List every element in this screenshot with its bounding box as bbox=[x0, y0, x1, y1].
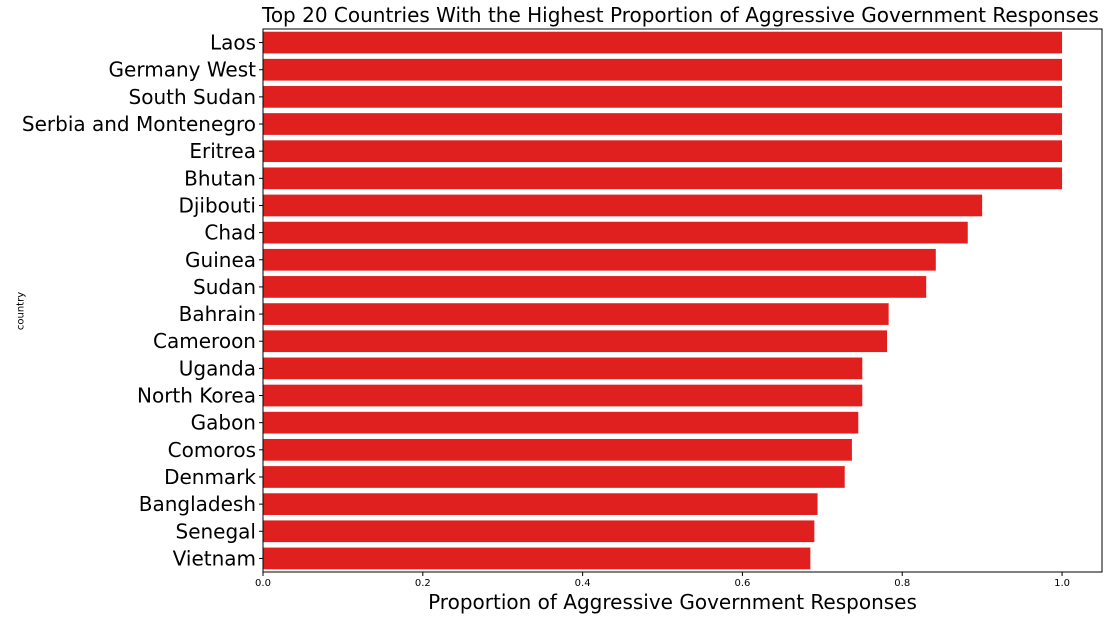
x-tick-label: 0.6 bbox=[734, 578, 750, 589]
y-tick-label: Bahrain bbox=[179, 302, 256, 326]
bar-djibouti bbox=[263, 194, 983, 217]
y-tick-label: Gabon bbox=[191, 411, 256, 435]
bar-sudan bbox=[263, 276, 927, 298]
y-tick-label: Chad bbox=[204, 221, 256, 245]
bar-bangladesh bbox=[263, 493, 818, 515]
bar-eritrea bbox=[263, 140, 1063, 163]
bar-vietnam bbox=[263, 547, 811, 570]
bar-bahrain bbox=[263, 303, 889, 325]
bar-comoros bbox=[263, 438, 852, 461]
y-tick-label: Sudan bbox=[193, 275, 256, 299]
chart-title: Top 20 Countries With the Highest Propor… bbox=[262, 3, 1099, 27]
y-tick-labels: Laos Germany West South Sudan Serbia and Mo… bbox=[22, 31, 263, 570]
y-tick-label: Bangladesh bbox=[139, 492, 256, 516]
y-tick-label: Germany West bbox=[109, 58, 257, 82]
bars-group bbox=[263, 31, 1063, 570]
y-tick-label: Vietnam bbox=[173, 546, 256, 570]
x-tick-label: 0.2 bbox=[415, 578, 431, 589]
x-axis-label: Proportion of Aggressive Government Resp… bbox=[428, 590, 917, 614]
bar-uganda bbox=[263, 357, 863, 380]
bar-chad bbox=[263, 221, 968, 244]
y-tick-label: Eritrea bbox=[189, 139, 256, 163]
bar-gabon bbox=[263, 411, 859, 434]
x-tick-label: 1.0 bbox=[1054, 578, 1070, 589]
bar-serbia-and-montenegro bbox=[263, 113, 1063, 135]
y-tick-label: Uganda bbox=[179, 356, 256, 380]
bar-bhutan bbox=[263, 167, 1063, 190]
bar-guinea bbox=[263, 248, 936, 271]
y-tick-label: North Korea bbox=[137, 384, 256, 408]
x-tick-label: 0.4 bbox=[575, 578, 591, 589]
y-tick-label: Laos bbox=[210, 31, 256, 55]
bar-germany-west bbox=[263, 58, 1063, 81]
y-tick-label: Comoros bbox=[168, 438, 256, 462]
plot-frame bbox=[262, 28, 1103, 573]
bar-north-korea bbox=[263, 384, 863, 407]
bar-denmark bbox=[263, 466, 845, 488]
x-ticks: 0.0 0.2 0.4 0.6 0.8 1.0 bbox=[255, 572, 1070, 589]
bar-south-sudan bbox=[263, 86, 1063, 108]
y-tick-label: Cameroon bbox=[153, 329, 256, 353]
bar-cameroon bbox=[263, 330, 888, 353]
bar-laos bbox=[263, 31, 1063, 54]
y-tick-label: Guinea bbox=[185, 248, 256, 272]
y-tick-label: South Sudan bbox=[129, 85, 256, 109]
y-tick-label: Djibouti bbox=[178, 193, 256, 217]
x-tick-label: 0.8 bbox=[894, 578, 910, 589]
y-tick-label: Senegal bbox=[176, 519, 257, 543]
x-tick-label: 0.0 bbox=[255, 578, 271, 589]
y-tick-label: Bhutan bbox=[184, 166, 256, 190]
y-axis-label: country bbox=[15, 291, 27, 331]
bar-senegal bbox=[263, 520, 815, 543]
y-tick-label: Serbia and Montenegro bbox=[22, 112, 256, 136]
y-tick-label: Denmark bbox=[164, 465, 256, 489]
